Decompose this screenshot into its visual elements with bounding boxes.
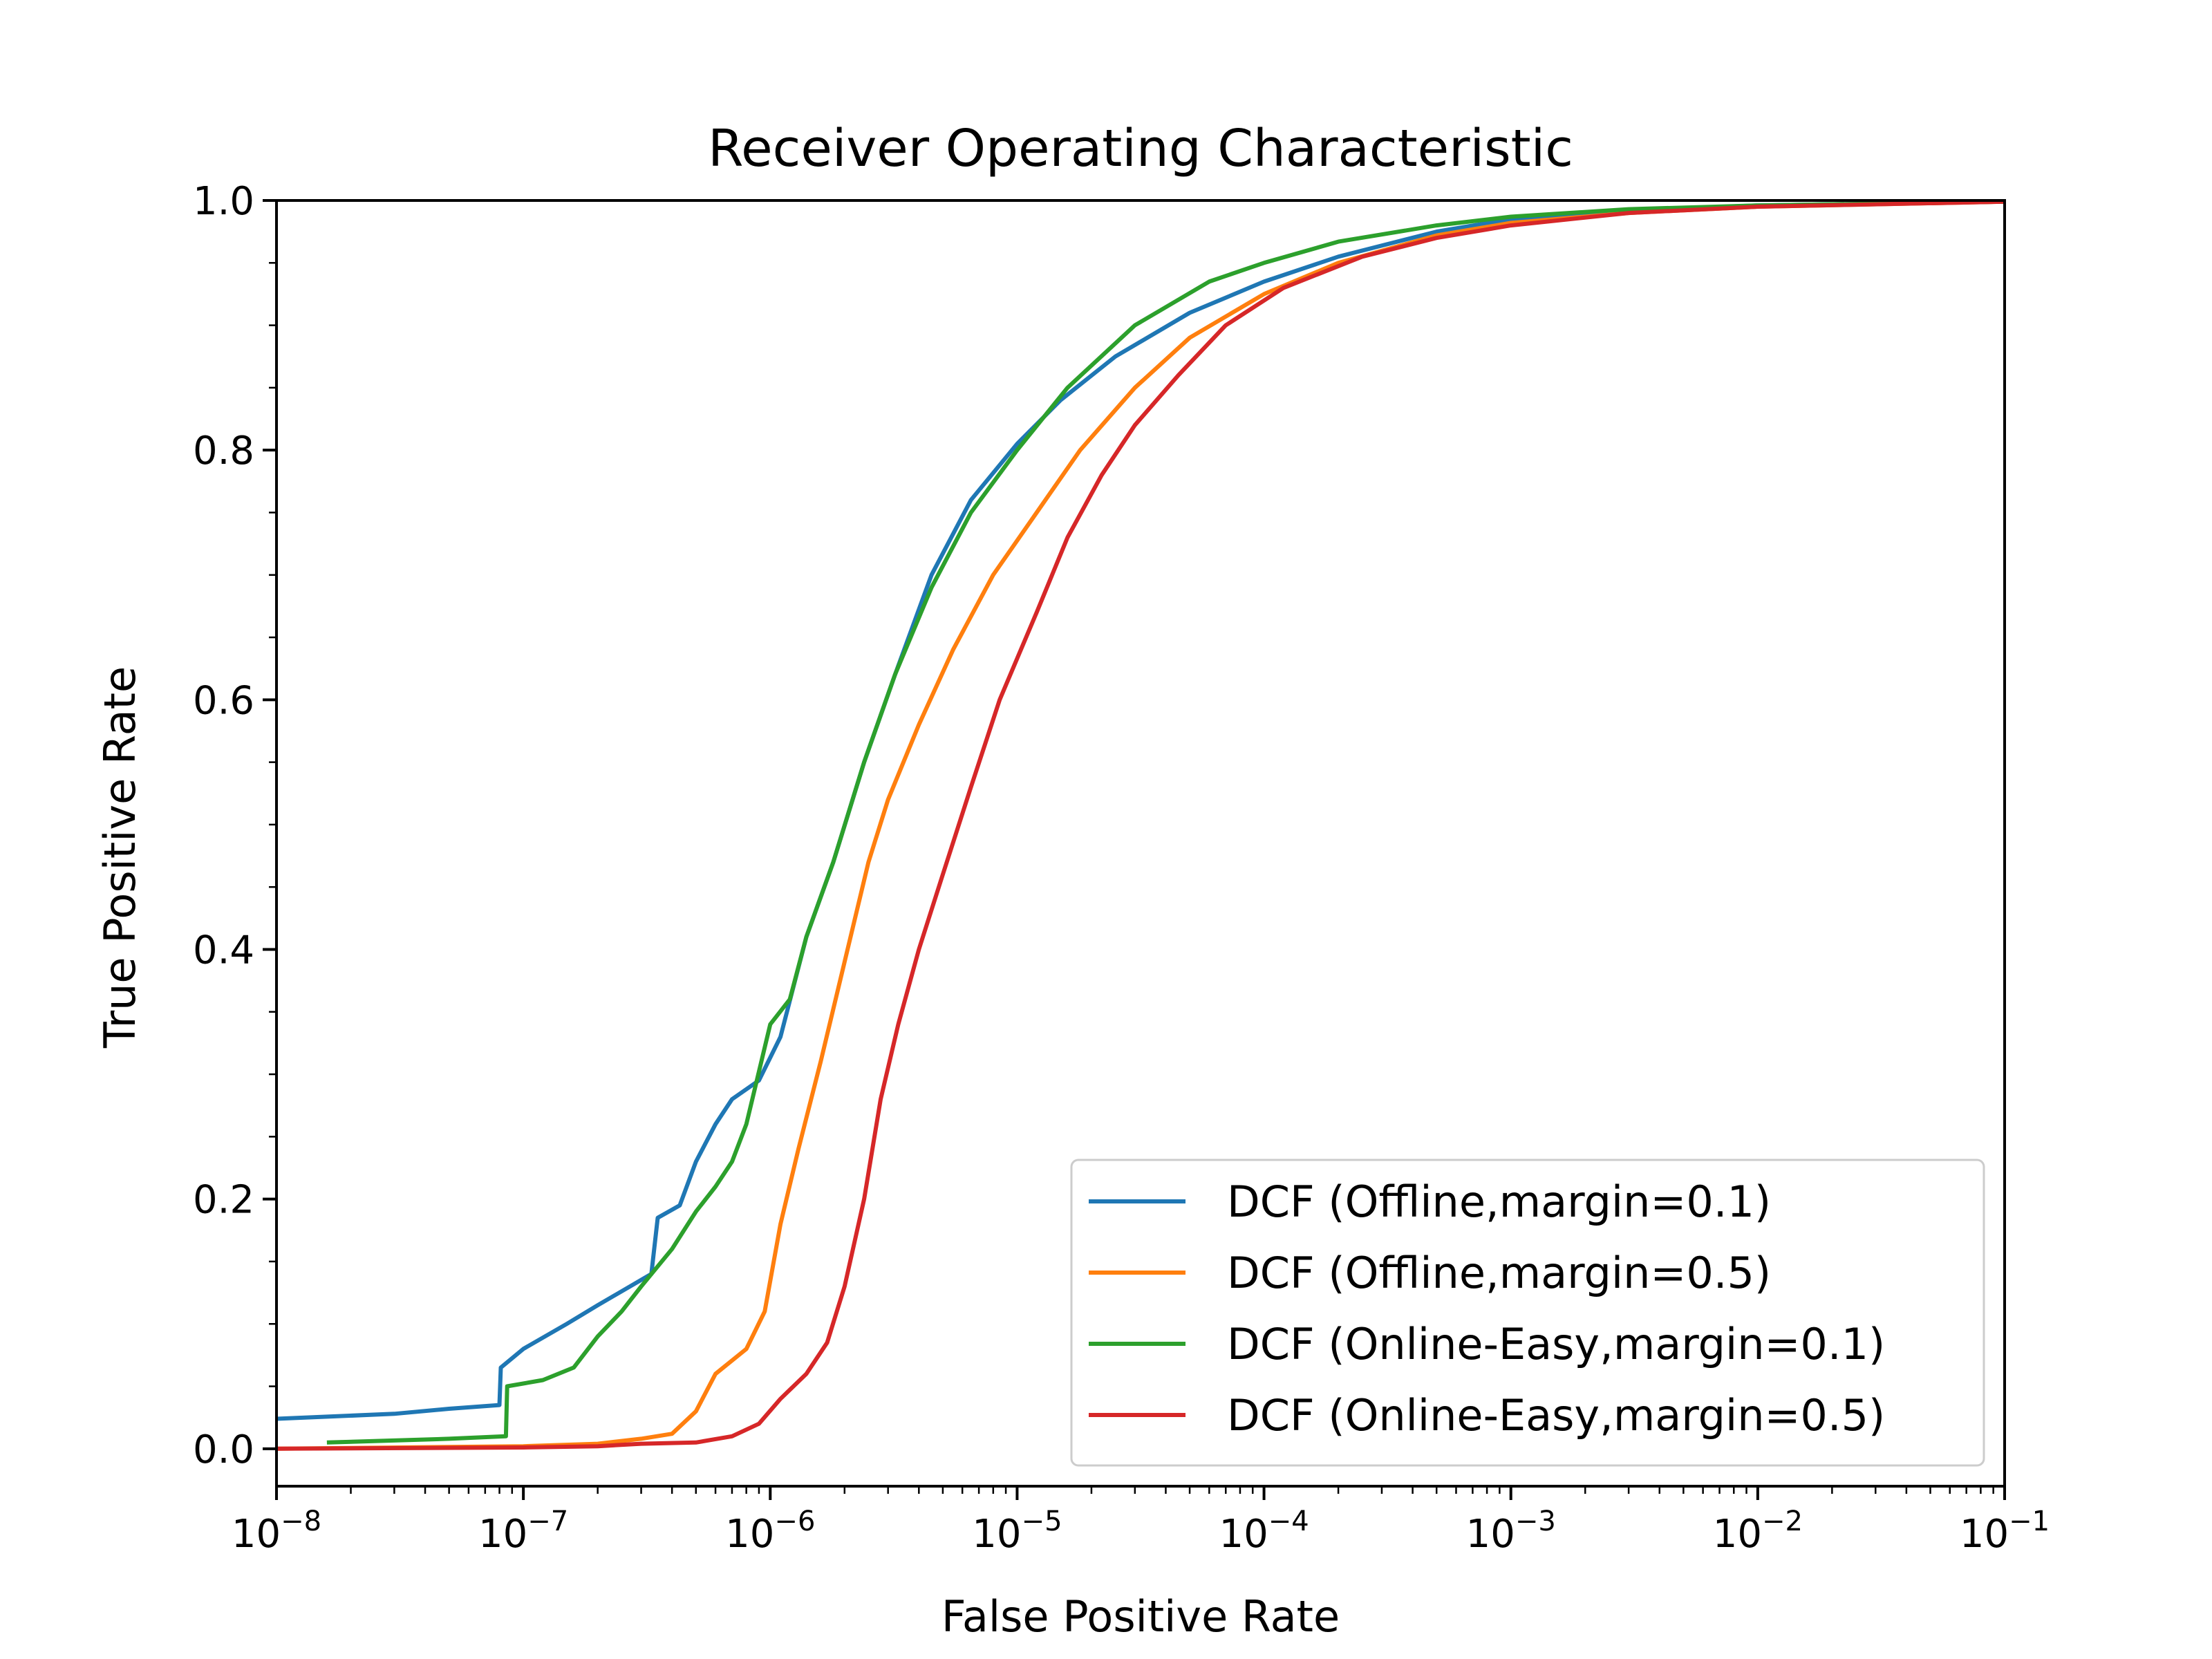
x-tick-label: 10−6: [725, 1506, 815, 1557]
legend-box: [1070, 1159, 1985, 1467]
y-tick-label: 0.2: [193, 1178, 254, 1223]
y-tick-label: 1.0: [193, 179, 254, 224]
y-axis: 0.0 0.2 0.4 0.6 0.8 1.0: [193, 179, 276, 1472]
y-tick-label: 0.8: [193, 429, 254, 474]
y-tick-label: 0.4: [193, 928, 254, 973]
y-axis-title: True Positive Rate: [95, 666, 145, 1049]
plot-area: [276, 199, 2005, 1451]
x-tick-label: 10−5: [972, 1506, 1062, 1557]
chart-title: Receiver Operating Characteristic: [708, 119, 1573, 178]
x-axis: 10−8 10−7 10−6 10−5 10−4 10−3 10−2 10−1: [232, 1486, 2050, 1557]
legend: DCF (Offline,margin=0.1) DCF (Offline,mar…: [1070, 1159, 1985, 1467]
legend-label: DCF (Offline,margin=0.5): [1227, 1248, 1771, 1298]
y-tick-label: 0.6: [193, 678, 254, 723]
x-tick-label: 10−2: [1713, 1506, 1803, 1557]
legend-label: DCF (Offline,margin=0.1): [1227, 1177, 1771, 1227]
x-tick-label: 10−3: [1466, 1506, 1556, 1557]
x-tick-label: 10−8: [232, 1506, 321, 1557]
legend-label: DCF (Online-Easy,margin=0.5): [1227, 1390, 1885, 1441]
y-tick-label: 0.0: [193, 1427, 254, 1472]
x-axis-title: False Positive Rate: [941, 1591, 1340, 1642]
legend-label: DCF (Online-Easy,margin=0.1): [1227, 1319, 1885, 1369]
plot-frame: [275, 199, 2006, 1488]
x-tick-label: 10−4: [1219, 1506, 1309, 1557]
x-tick-label: 10−7: [478, 1506, 568, 1557]
series-line-3: [326, 199, 2005, 1445]
series-line-4: [276, 199, 2005, 1451]
x-tick-label: 10−1: [1960, 1506, 2050, 1557]
